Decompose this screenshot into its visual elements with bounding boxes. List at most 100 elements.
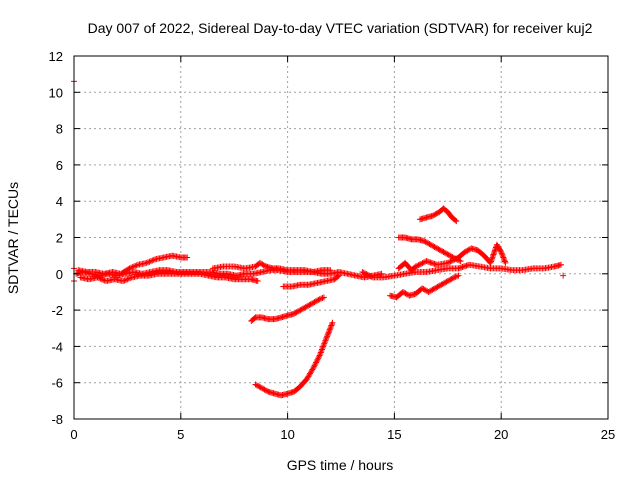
data-point-marker — [435, 246, 442, 253]
data-point-marker — [129, 264, 136, 271]
data-point-marker — [364, 271, 371, 278]
data-point-marker — [311, 362, 318, 369]
data-point-marker — [432, 211, 439, 218]
data-point-marker — [260, 385, 267, 392]
data-point-marker — [432, 244, 439, 251]
series-late-positive-arc — [395, 241, 509, 274]
data-point-marker — [325, 329, 332, 336]
data-point-marker — [438, 281, 445, 288]
data-point-marker — [441, 249, 448, 256]
data-point-marker — [321, 339, 328, 346]
data-point-marker — [126, 265, 133, 272]
data-point-marker — [127, 264, 134, 271]
data-point-marker — [439, 280, 446, 287]
data-point-marker — [498, 249, 505, 256]
data-point-marker — [298, 306, 305, 313]
data-point-marker — [133, 262, 140, 269]
axis-ticks — [73, 55, 609, 420]
x-tick-label: 15 — [387, 427, 401, 442]
data-point-marker — [418, 260, 425, 267]
data-point-marker — [311, 299, 318, 306]
data-point-marker — [501, 257, 508, 264]
data-point-marker — [320, 342, 327, 349]
data-point-marker — [326, 326, 333, 333]
y-tick-label: 10 — [49, 85, 63, 100]
data-point-marker — [499, 251, 506, 258]
data-point-marker — [434, 283, 441, 290]
data-point-marker — [261, 262, 268, 269]
data-point-marker — [301, 304, 308, 311]
data-point-marker — [315, 353, 322, 360]
y-tick-label: -4 — [51, 339, 63, 354]
data-point-marker — [296, 307, 303, 314]
x-tick-label: 5 — [177, 427, 184, 442]
data-point-marker — [431, 285, 438, 292]
data-point-marker — [325, 330, 332, 337]
data-point-marker — [328, 322, 335, 329]
data-point-marker — [403, 291, 410, 298]
data-point-marker — [258, 260, 265, 267]
data-point-marker — [449, 254, 456, 261]
data-point-marker — [451, 274, 458, 281]
data-point-marker — [442, 279, 449, 286]
y-tick-label: -8 — [51, 412, 63, 427]
data-point-marker — [124, 276, 131, 283]
data-point-marker — [95, 275, 102, 282]
data-point-marker — [313, 359, 320, 366]
series-track-plus-3 — [417, 205, 460, 225]
x-tick-label: 25 — [601, 427, 615, 442]
data-point-marker — [420, 286, 427, 293]
data-point-marker — [500, 255, 507, 262]
data-point-marker — [498, 250, 505, 257]
x-tick-label: 0 — [70, 427, 77, 442]
data-point-marker — [310, 365, 317, 372]
y-tick-label: -6 — [51, 376, 63, 391]
y-tick-labels: -8 -6 -4 -2 0 2 4 6 8 10 12 — [49, 49, 63, 427]
data-point-marker — [321, 340, 328, 347]
series-baseline-lower — [77, 270, 261, 285]
data-point-marker — [314, 297, 321, 304]
data-point-marker — [329, 319, 336, 326]
data-point-marker — [444, 278, 451, 285]
data-point-marker — [422, 238, 429, 245]
data-point-marker — [256, 259, 263, 266]
data-point-marker — [402, 290, 409, 297]
data-point-marker — [100, 276, 107, 283]
data-point-marker — [428, 242, 435, 249]
series-late-baseline — [359, 261, 565, 281]
data-point-marker — [420, 259, 427, 266]
data-point-marker — [323, 334, 330, 341]
data-point-marker — [306, 302, 313, 309]
data-point-marker — [184, 254, 191, 261]
y-tick-label: 0 — [56, 267, 63, 282]
data-point-marker — [426, 241, 433, 248]
data-point-marker — [97, 275, 104, 282]
data-point-marker — [293, 309, 300, 316]
data-point-marker — [414, 262, 421, 269]
series-track-plus-2 — [395, 234, 464, 265]
data-point-marker — [125, 266, 132, 273]
chart-title: Day 007 of 2022, Sidereal Day-to-day VTE… — [88, 20, 593, 36]
data-point-marker — [367, 273, 374, 280]
data-point-marker — [314, 356, 321, 363]
data-point-marker — [429, 212, 436, 219]
data-point-marker — [560, 272, 567, 279]
data-point-marker — [327, 325, 334, 332]
data-point-marker — [419, 260, 426, 267]
data-point-marker — [318, 348, 325, 355]
data-point-marker — [465, 246, 472, 253]
data-point-marker — [260, 262, 267, 269]
data-point-marker — [368, 273, 375, 280]
data-point-marker — [264, 388, 271, 395]
data-point-marker — [253, 382, 260, 389]
data-point-marker — [305, 302, 312, 309]
data-point-marker — [318, 346, 325, 353]
data-point-marker — [447, 276, 454, 283]
data-point-marker — [292, 310, 299, 317]
data-point-marker — [257, 384, 264, 391]
y-axis-title: SDTVAR / TECUs — [5, 182, 21, 294]
data-point-marker — [327, 267, 334, 274]
data-point-marker — [454, 273, 461, 280]
data-point-marker — [145, 259, 152, 266]
data-point-marker — [430, 286, 437, 293]
